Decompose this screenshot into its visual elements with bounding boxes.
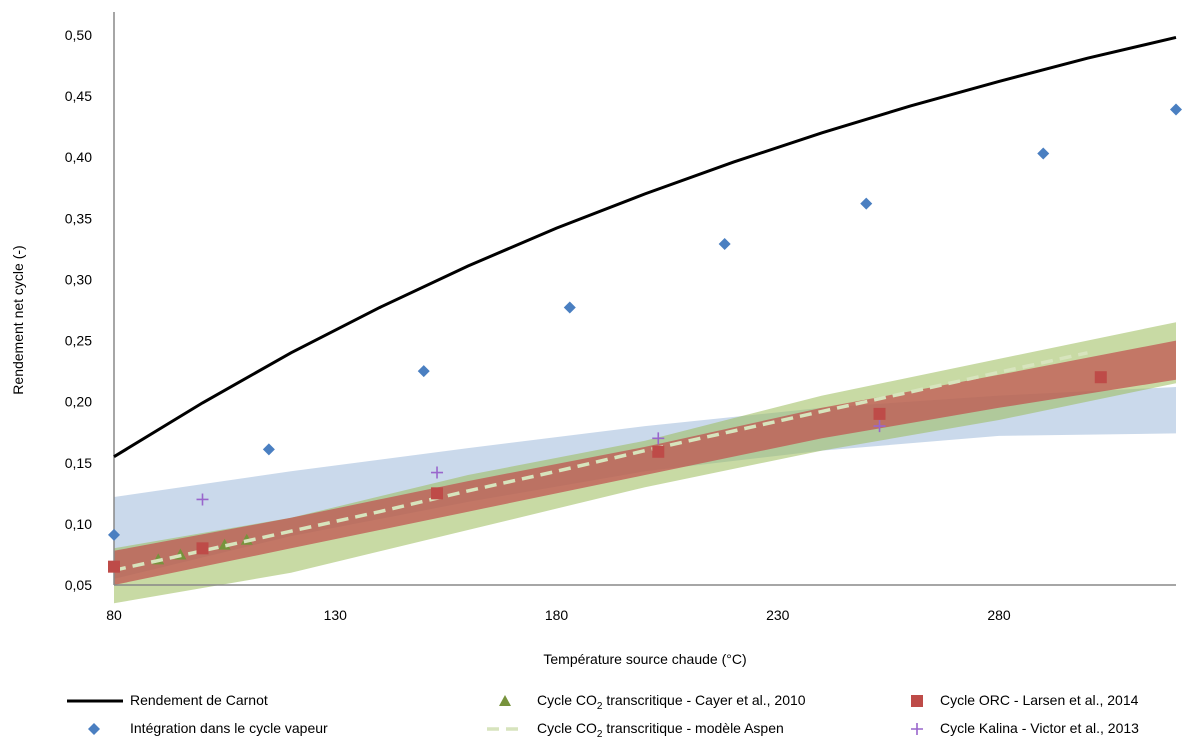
data-point [196,542,209,555]
data-point [417,365,430,378]
data-point [1170,103,1182,116]
data-point [1037,147,1050,160]
y-tick-label: 0,40 [65,149,92,165]
x-tick-label: 230 [766,607,790,623]
data-point [563,301,576,314]
data-series [108,35,1182,573]
series-line-1 [113,35,1177,458]
legend: Rendement de Carnot Intégration dans le c… [67,692,1139,740]
data-point [718,238,731,250]
legend-label: Cycle Kalina - Victor et al., 2013 [940,720,1139,736]
legend-marker [911,723,923,735]
y-tick-label: 0,45 [65,88,92,104]
data-point [262,443,275,456]
legend-label: Cycle CO2 transcritique - Cayer et al., … [537,692,806,712]
legend-label: Cycle ORC - Larsen et al., 2014 [940,692,1139,708]
legend-label: Rendement de Carnot [130,692,268,708]
y-tick-label: 0,35 [65,210,92,226]
data-point [431,466,444,479]
legend-marker [499,695,511,706]
data-point [652,445,665,458]
y-tick-label: 0,20 [65,394,92,410]
series-line-4 [113,351,1088,573]
y-tick-label: 0,15 [65,455,92,471]
x-axis-label: Température source chaude (°C) [543,651,746,667]
x-tick-label: 80 [106,607,122,623]
tick-labels: 0,05 0,10 0,15 0,20 0,25 0,30 0,35 0,40 0,45 0,50… [65,27,1011,623]
y-tick-label: 0,10 [65,516,92,532]
y-tick-label: 0,50 [65,27,92,43]
y-tick-label: 0,05 [65,577,92,593]
data-point [652,432,665,445]
data-point [1094,371,1107,384]
x-tick-label: 180 [545,607,569,623]
legend-label: Intégration dans le cycle vapeur [130,720,328,736]
band-3 [114,340,1176,585]
y-tick-label: 0,25 [65,333,92,349]
data-point [860,197,873,210]
x-tick-label: 130 [324,607,348,623]
y-axis-label: Rendement net cycle (-) [10,245,26,394]
data-point [196,493,209,506]
legend-label: Cycle CO2 transcritique - modèle Aspen [537,720,784,740]
data-point [108,560,120,573]
data-point [108,528,120,541]
data-point [873,420,886,433]
uncertainty-bands [114,322,1176,604]
data-point [873,407,886,420]
x-tick-label: 280 [987,607,1011,623]
legend-marker [88,723,100,735]
data-point [431,487,444,500]
axes [113,12,1176,586]
y-tick-label: 0,30 [65,271,92,287]
legend-marker [911,695,923,707]
